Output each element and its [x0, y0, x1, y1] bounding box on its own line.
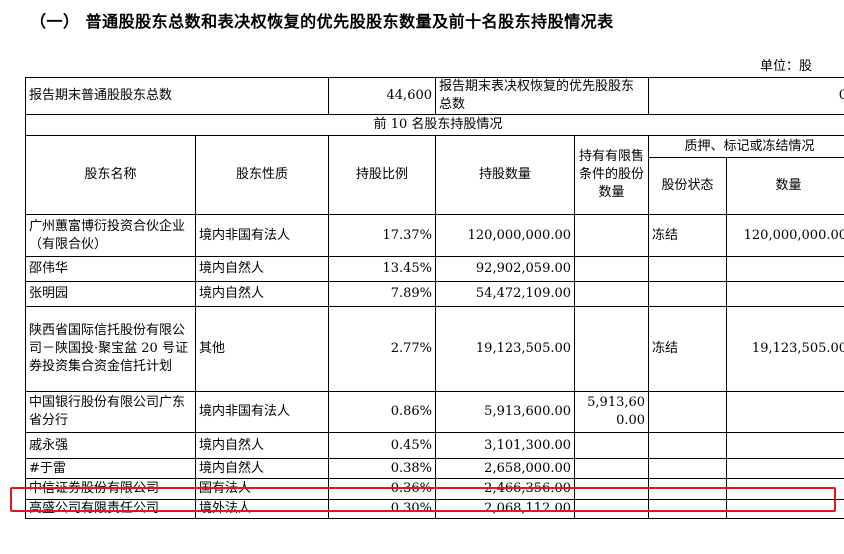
holder-restricted: [574, 458, 650, 479]
table-row: 邵伟华 境内自然人 13.45% 92,902,059.00: [25, 256, 844, 282]
holder-amount: [726, 281, 844, 307]
holder-ratio: 2.77%: [328, 306, 437, 392]
holder-restricted: [574, 432, 650, 459]
header-status: 股份状态: [648, 157, 728, 215]
holder-restricted: [574, 281, 650, 307]
holder-restricted: [574, 214, 650, 257]
holder-ratio: 0.38%: [328, 458, 437, 479]
holder-amount: [726, 391, 844, 433]
holder-ratio: 0.36%: [328, 478, 437, 500]
header-amount: 数量: [726, 157, 844, 215]
holder-restricted: [574, 478, 650, 500]
holder-nature: 境内自然人: [194, 281, 330, 307]
holder-nature: 境外法人: [194, 499, 330, 519]
preferred-holders-value: 0: [648, 77, 844, 115]
table-row: 戚永强 境内自然人 0.45% 3,101,300.00: [25, 432, 844, 459]
holder-ratio: 7.89%: [328, 281, 437, 307]
top10-caption: 前 10 名股东持股情况: [24, 114, 844, 136]
header-row-1: 股东名称 股东性质 持股比例 持股数量 持有有限售条件的股份数量 质押、标记或冻…: [25, 135, 844, 215]
holder-restricted: [574, 306, 650, 392]
holder-ratio: 13.45%: [328, 256, 437, 282]
holder-quantity: 5,913,600.00: [435, 391, 576, 433]
holder-restricted: [574, 256, 650, 282]
holder-amount: [726, 458, 844, 479]
summary-row: 报告期末普通股股东总数 44,600 报告期末表决权恢复的优先股股东总数 0: [24, 77, 844, 115]
table-row: 张明园 境内自然人 7.89% 54,472,109.00: [25, 281, 844, 307]
holder-name: 戚永强: [25, 432, 196, 459]
holder-ratio: 0.30%: [328, 499, 437, 519]
header-name: 股东名称: [25, 135, 196, 215]
holder-amount: [726, 256, 844, 282]
holder-name: 邵伟华: [25, 256, 196, 282]
holder-restricted: 5,913,600.00: [574, 391, 650, 433]
unit-label: 单位：股: [759, 59, 812, 74]
table-row: 中国银行股份有限公司广东省分行 境内非国有法人 0.86% 5,913,600.00 5…: [25, 391, 844, 433]
holder-quantity: 2,658,000.00: [435, 458, 576, 479]
holder-status: [648, 391, 728, 433]
section-title: （一） 普通股股东总数和表决权恢复的优先股股东数量及前十名股东持股情况表: [30, 12, 614, 31]
holder-nature: 境内非国有法人: [194, 391, 330, 433]
holder-name: 张明园: [25, 281, 196, 307]
header-restricted: 持有有限售条件的股份数量: [574, 135, 650, 215]
holder-nature: 其他: [194, 306, 330, 392]
caption-row: 前 10 名股东持股情况: [24, 114, 844, 136]
holder-status: 冻结: [648, 306, 728, 392]
holder-name: 广州蕙富博衍投资合伙企业（有限合伙）: [25, 214, 196, 257]
holder-quantity: 2,466,356.00: [435, 478, 576, 500]
header-pledge-group: 质押、标记或冻结情况: [648, 135, 844, 158]
holder-name: 高盛公司有限责任公司: [25, 499, 196, 519]
holder-name: 中信证券股份有限公司: [25, 478, 196, 500]
table-row: 中信证券股份有限公司 国有法人 0.36% 2,466,356.00: [25, 478, 844, 500]
holder-amount: [726, 478, 844, 500]
holder-nature: 境内自然人: [194, 458, 330, 479]
holder-quantity: 3,101,300.00: [435, 432, 576, 459]
holder-status: [648, 256, 728, 282]
holder-ratio: 0.45%: [328, 432, 437, 459]
holder-quantity: 120,000,000.00: [435, 214, 576, 257]
holder-nature: 境内自然人: [194, 256, 330, 282]
holder-amount: [726, 432, 844, 459]
holder-name: 中国银行股份有限公司广东省分行: [25, 391, 196, 433]
holder-nature: 境内非国有法人: [194, 214, 330, 257]
holder-status: 冻结: [648, 214, 728, 257]
holder-quantity: 54,472,109.00: [435, 281, 576, 307]
header-row-2: 股份状态 数量: [26, 157, 844, 215]
common-holders-label: 报告期末普通股股东总数: [24, 77, 330, 115]
common-holders-value: 44,600: [328, 77, 437, 115]
holder-name: 陕西省国际信托股份有限公司－陕国投·聚宝盆 20 号证券投资集合资金信托计划: [25, 306, 196, 392]
holder-amount: 120,000,000.00: [726, 214, 844, 257]
header-quantity: 持股数量: [435, 135, 576, 215]
holder-ratio: 17.37%: [328, 214, 437, 257]
holder-status: [648, 478, 728, 500]
table-row: 高盛公司有限责任公司 境外法人 0.30% 2,068,112.00: [25, 499, 844, 519]
holder-restricted: [574, 499, 650, 519]
holder-status: [648, 458, 728, 479]
holder-ratio: 0.86%: [328, 391, 437, 433]
holder-quantity: 19,123,505.00: [435, 306, 576, 392]
holder-status: [648, 281, 728, 307]
holder-status: [648, 499, 728, 519]
table-row: 广州蕙富博衍投资合伙企业（有限合伙） 境内非国有法人 17.37% 120,000,0…: [25, 214, 844, 257]
holder-quantity: 92,902,059.00: [435, 256, 576, 282]
holder-status: [648, 432, 728, 459]
header-nature: 股东性质: [194, 135, 330, 215]
holder-nature: 境内自然人: [194, 432, 330, 459]
holder-quantity: 2,068,112.00: [435, 499, 576, 519]
holder-nature: 国有法人: [194, 478, 330, 500]
holder-amount: 19,123,505.00: [726, 306, 844, 392]
preferred-holders-label: 报告期末表决权恢复的优先股股东总数: [435, 77, 650, 115]
table-row: 陕西省国际信托股份有限公司－陕国投·聚宝盆 20 号证券投资集合资金信托计划 其他…: [25, 306, 844, 392]
header-ratio: 持股比例: [328, 135, 437, 215]
table-row: #于雷 境内自然人 0.38% 2,658,000.00: [25, 458, 844, 479]
holder-amount: [726, 499, 844, 519]
shareholders-table: 报告期末普通股股东总数 44,600 报告期末表决权恢复的优先股股东总数 0 前…: [24, 77, 844, 519]
holder-name: #于雷: [25, 458, 196, 479]
